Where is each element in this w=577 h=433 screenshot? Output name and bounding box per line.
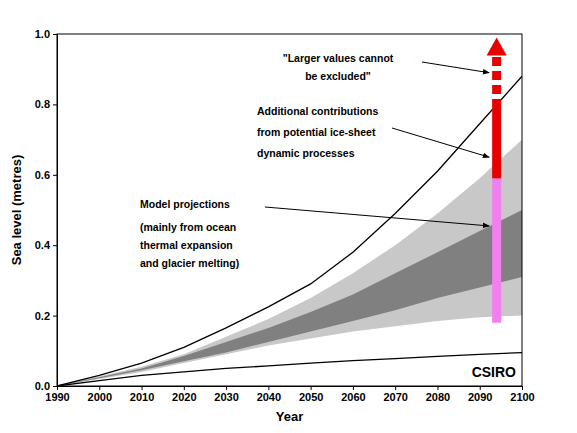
x-tick-label: 1990 [45, 391, 69, 403]
x-tick-mark [184, 386, 185, 390]
x-tick-mark [142, 386, 143, 390]
annotation-text: (mainly from ocean [140, 221, 236, 233]
x-axis-line [58, 387, 523, 391]
chart-svg: 1990 2000 2010 2020 2030 2040 2050 2060 2070 2080… [0, 0, 577, 433]
y-tick-label: 0.4 [35, 239, 51, 251]
y-tick: 1.0 [35, 28, 57, 40]
band-area [57, 210, 522, 386]
x-tick: 2020 [172, 386, 196, 403]
x-tick: 2040 [257, 386, 281, 403]
x-tick-label: 2090 [468, 391, 492, 403]
range-bar [492, 56, 501, 108]
annotation-text: "Larger values cannot [283, 52, 394, 64]
annotation-text: Model projections [140, 198, 230, 210]
x-tick-label: 2060 [341, 391, 365, 403]
x-tick-mark [353, 386, 354, 390]
annotation-text: thermal expansion [140, 239, 233, 251]
y-tick-mark [53, 316, 57, 317]
range-bar [492, 178, 501, 322]
y-tick-label: 1.0 [35, 28, 50, 40]
x-tick-label: 2100 [510, 391, 534, 403]
x-tick-mark [480, 386, 481, 390]
x-tick-label: 2080 [426, 391, 450, 403]
y-tick-label: 0.2 [35, 310, 50, 322]
y-tick-mark [53, 34, 57, 35]
credit: CSIRO [472, 364, 516, 380]
annotation-text: be excluded" [305, 70, 371, 82]
annotation-text: and glacier melting) [140, 257, 239, 269]
x-tick: 2060 [341, 386, 365, 403]
x-tick: 2070 [383, 386, 407, 403]
x-tick: 2010 [130, 386, 154, 403]
bound-line [57, 76, 522, 386]
annotation-arrow [392, 128, 489, 157]
x-tick: 2090 [468, 386, 492, 403]
x-tick-mark [99, 386, 100, 390]
x-tick-label: 2050 [299, 391, 323, 403]
y-tick: 0.0 [35, 380, 57, 392]
annotation-text: dynamic processes [257, 147, 355, 159]
x-tick: 2100 [510, 386, 534, 403]
range-bar [492, 108, 501, 178]
y-axis-line [53, 35, 58, 387]
plot-frame [57, 34, 522, 386]
annotation-text: Additional contributions [257, 105, 378, 117]
y-tick-mark [53, 175, 57, 176]
x-tick-mark [395, 386, 396, 390]
y-tick: 0.4 [35, 239, 57, 251]
band-area [57, 140, 522, 386]
x-tick: 2050 [299, 386, 323, 403]
x-tick: 2000 [88, 386, 112, 403]
annotation-arrow [422, 62, 489, 73]
range-arrow [487, 38, 507, 56]
y-axis-title: Sea level (metres) [9, 155, 24, 266]
x-axis: 1990 2000 2010 2020 2030 2040 2050 2060 2070 2080… [45, 386, 534, 403]
y-tick: 0.8 [35, 98, 57, 110]
y-tick-label: 0.8 [35, 98, 50, 110]
annotation-text: from potential ice-sheet [257, 126, 376, 138]
y-tick: 0.2 [35, 310, 57, 322]
y-tick-label: 0.0 [35, 380, 50, 392]
y-axis: 0.0 0.2 0.4 0.6 0.8 1.0 [35, 28, 58, 392]
bound-line [57, 353, 522, 386]
x-tick-mark [268, 386, 269, 390]
y-tick-mark [53, 245, 57, 246]
annotation-arrow [265, 207, 489, 226]
x-tick-mark [311, 386, 312, 390]
x-tick-label: 2040 [257, 391, 281, 403]
x-tick-label: 2030 [214, 391, 238, 403]
x-tick: 2080 [426, 386, 450, 403]
x-tick: 2030 [214, 386, 238, 403]
chart-container: 1990 2000 2010 2020 2030 2040 2050 2060 2070 2080… [0, 0, 577, 433]
y-tick-mark [53, 104, 57, 105]
x-tick-mark [226, 386, 227, 390]
y-tick: 0.6 [35, 169, 57, 181]
annotations: Model projections (mainly from ocean therm… [140, 52, 489, 269]
x-tick-label: 2070 [383, 391, 407, 403]
x-tick-label: 2010 [130, 391, 154, 403]
x-tick-mark [437, 386, 438, 390]
plot-area [57, 38, 522, 386]
x-axis-title: Year [276, 409, 303, 424]
x-tick-label: 2000 [88, 391, 112, 403]
y-tick-mark [53, 386, 57, 387]
x-tick-label: 2020 [172, 391, 196, 403]
y-tick-label: 0.6 [35, 169, 50, 181]
x-tick-mark [522, 386, 523, 390]
